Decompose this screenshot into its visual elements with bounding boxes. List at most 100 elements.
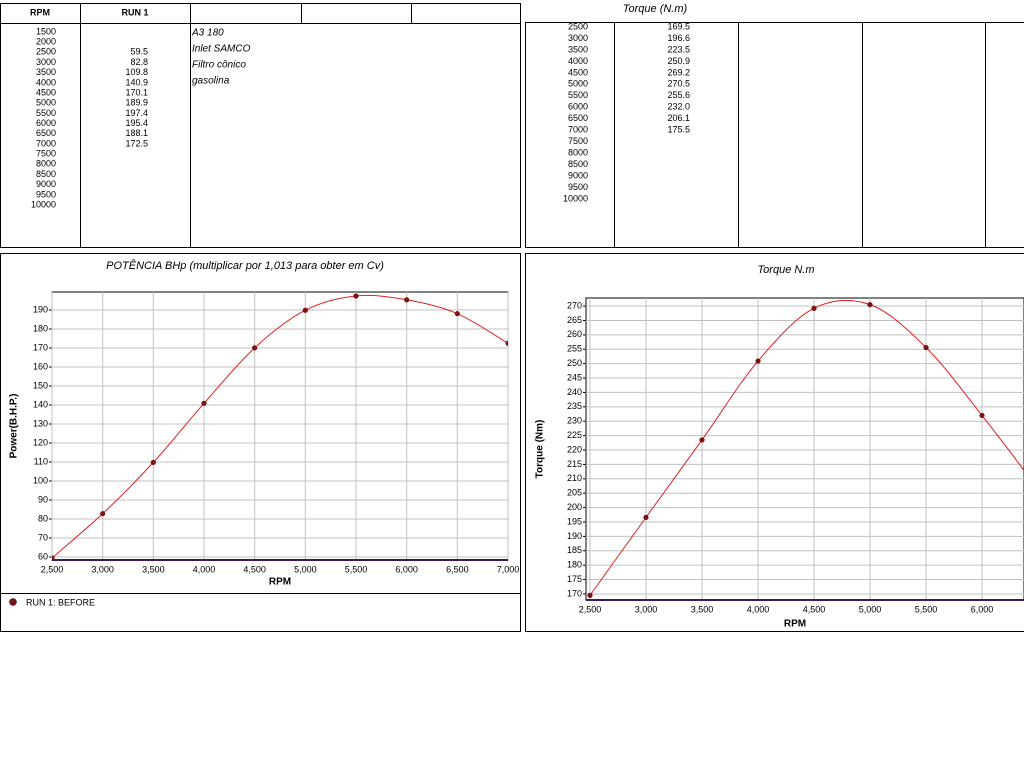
torque-table: Torque (N.m) [525,3,1024,248]
data-point [52,555,55,560]
y-tick-label: 220 [567,444,582,454]
x-tick-label: 5,000 [294,564,317,574]
rpm-cell: 1500 [36,26,56,36]
data-point [979,412,985,419]
rpm-cell: 5000 [568,79,588,89]
y-tick-label: 250 [567,358,582,368]
y-tick-label: 175 [567,574,582,584]
rpm-cell: 3500 [568,44,588,54]
x-tick-label: 4,000 [193,564,216,574]
torque-cell: 196.6 [667,33,690,43]
y-axis-label: Torque (Nm) [535,420,546,479]
rpm-cell: 7500 [568,136,588,146]
note: gasolina [192,76,230,87]
rpm-cell: 7000 [36,138,56,148]
rpm-cell: 8000 [568,148,588,158]
y-tick-label: 150 [33,380,48,390]
x-tick-label: 4,000 [747,604,770,614]
data-point [353,293,359,299]
plot-area [51,291,509,561]
x-tick-label: 5,000 [859,604,882,614]
series-line [589,299,1024,596]
series-group [587,299,1024,598]
note: Filtro cônico [192,60,246,71]
y-tick-label: 180 [567,560,582,570]
y-tick-label: 210 [567,473,582,483]
y-tick-label: 80 [38,513,48,523]
y-tick-label: 170 [567,588,582,598]
torque-cell: 169.5 [667,21,690,31]
run-cell: 197.4 [125,108,148,118]
rpm-cell: 3000 [568,33,588,43]
y-tick-label: 170 [33,342,48,352]
rpm-cell: 7500 [36,149,56,159]
y-tick-label: 185 [567,545,582,555]
series-group [52,293,508,560]
rpm-cell: 6500 [568,113,588,123]
x-tick-label: 3,000 [91,564,114,574]
rpm-cell: 4500 [568,67,588,77]
data-point [811,305,817,311]
y-tick-label: 70 [38,532,48,542]
x-tick-label: 6,500 [446,564,469,574]
table-title: Torque (N.m) [623,3,688,15]
rpm-cell: 8500 [568,159,588,169]
y-axis-label: Power(B.H.P.) [9,394,20,459]
y-tick-label: 190 [567,531,582,541]
series-line [52,294,508,559]
y-tick-label: 235 [567,401,582,411]
data-point [252,345,258,351]
rpm-cell: 9000 [36,179,56,189]
rpm-cell: 10000 [563,193,588,203]
run-cell: 109.8 [125,67,148,77]
y-tick-label: 90 [38,494,48,504]
rpm-cell: 4000 [568,56,588,66]
y-tick-label: 255 [567,344,582,354]
data-point [302,307,308,313]
y-tick-label: 190 [33,304,48,314]
data-point [923,344,929,351]
rpm-cell: 2000 [36,37,56,47]
data-point [699,437,705,443]
torque-cell: 250.9 [667,56,690,66]
rpm-cell: 6000 [36,118,56,128]
rpm-cell: 8500 [36,169,56,179]
y-tick-label: 140 [33,399,48,409]
data-point [404,297,410,303]
y-tick-label: 265 [567,315,582,325]
legend-label: RUN 1: BEFORE [26,597,95,607]
rpm-cell: 8000 [36,159,56,169]
y-tick-label: 160 [33,361,48,371]
y-tick-label: 270 [567,300,582,310]
x-axis-label: RPM [269,577,291,588]
rpm-cell: 9500 [36,189,56,199]
data-point [755,358,761,364]
rpm-cell: 9000 [568,170,588,180]
x-tick-label: 6,000 [395,564,418,574]
y-tick-label: 205 [567,488,582,498]
rpm-cell: 3500 [36,67,56,77]
rpm-cell: 7000 [568,125,588,135]
y-tick-label: 260 [567,329,582,339]
run-cell: 59.5 [130,47,148,57]
rpm-cell: 9500 [568,182,588,192]
legend-marker [9,598,17,606]
torque-cell: 255.6 [667,90,690,100]
y-tick-label: 215 [567,459,582,469]
torque-cell: 232.0 [667,102,690,112]
run-cell: 170.1 [125,87,148,97]
torque-cell: 175.5 [667,125,690,135]
y-tick-label: 245 [567,372,582,382]
column-header: RPM [30,7,50,17]
torque-cell: 269.2 [667,67,690,77]
y-tick-label: 180 [33,323,48,333]
data-point [150,459,156,465]
y-tick-label: 200 [567,502,582,512]
chart-panel [525,253,1024,632]
x-tick-label: 5,500 [915,604,938,614]
data-point [643,514,649,520]
plot-area [585,297,1024,601]
